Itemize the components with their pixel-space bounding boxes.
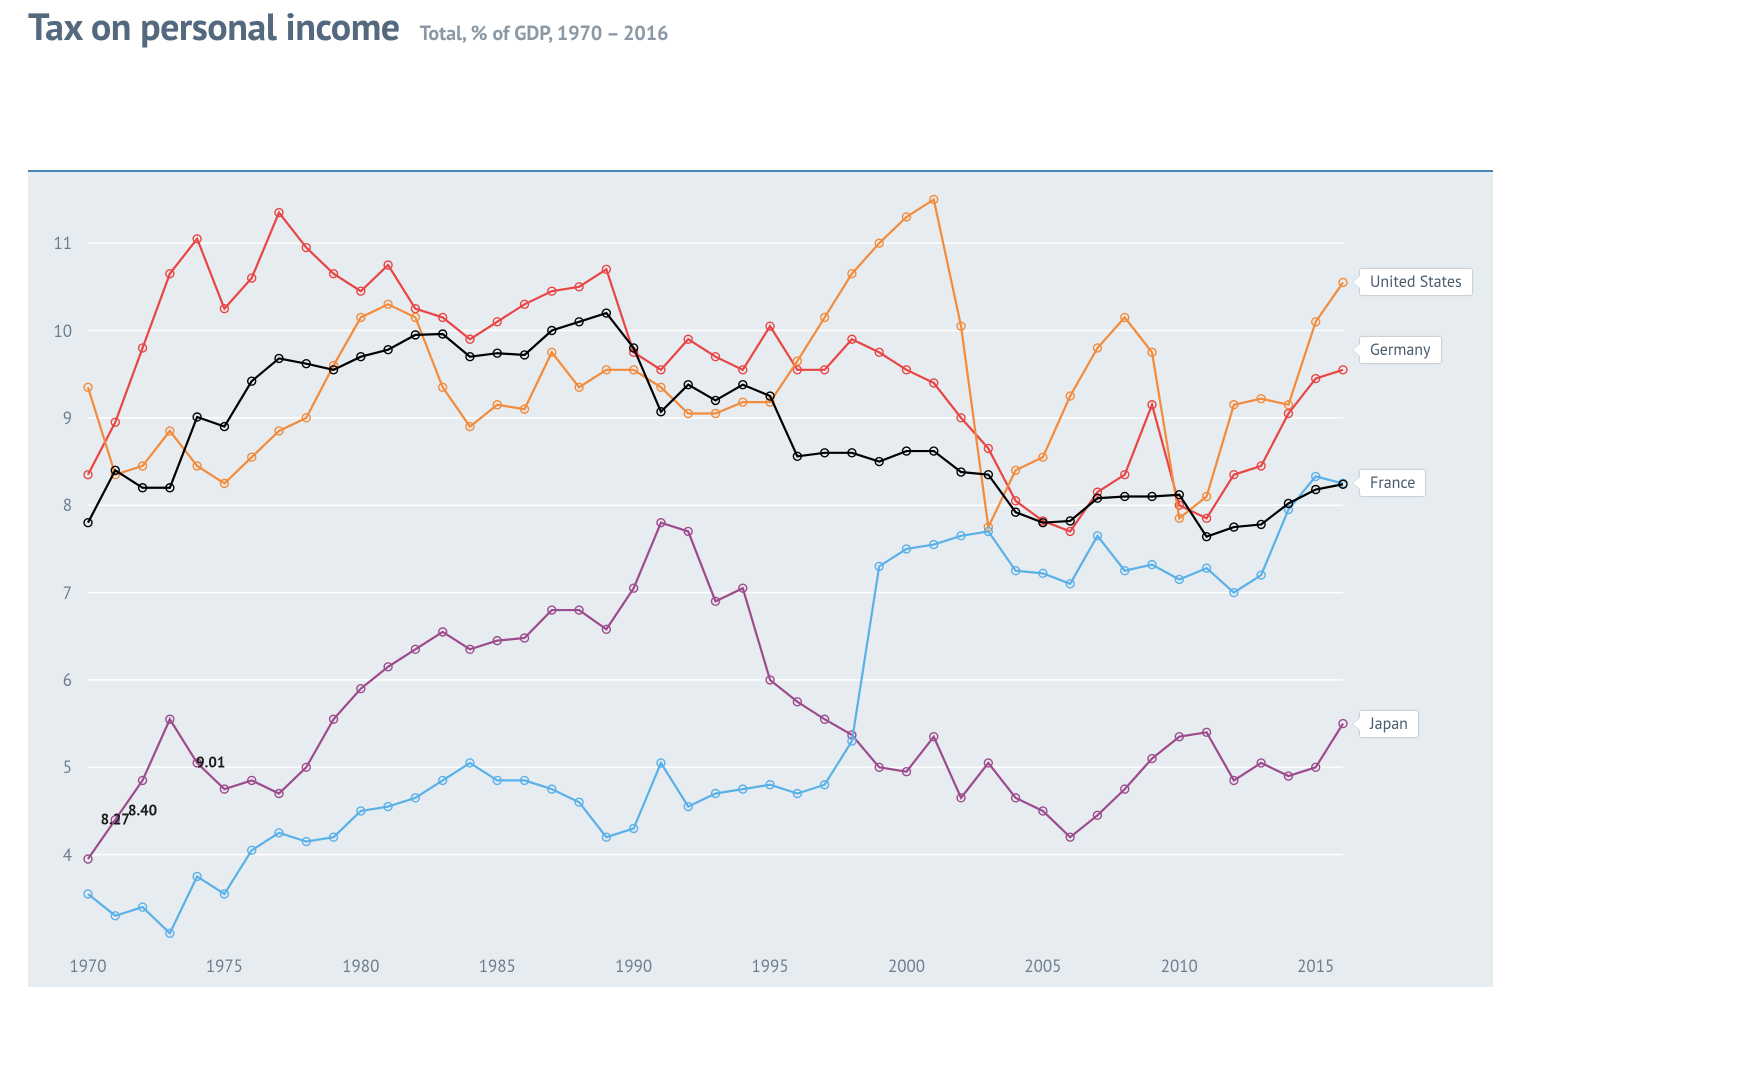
y-tick-label: 9 [63, 407, 72, 429]
series-Germany [84, 209, 1347, 536]
y-tick-label: 8 [63, 494, 72, 516]
x-axis: 1970197519801985199019952000200520102015 [88, 945, 1343, 987]
series-Japan [84, 519, 1347, 863]
x-tick-label: 1985 [479, 955, 516, 977]
x-tick-label: 1975 [206, 955, 243, 977]
page-root: Tax on personal income Total, % of GDP, … [0, 0, 1746, 1068]
series-label-United States: United States [1359, 268, 1473, 296]
y-tick-label: 6 [63, 669, 72, 691]
x-tick-label: 2015 [1297, 955, 1334, 977]
chart-title: Tax on personal income [28, 2, 400, 51]
chart-header: Tax on personal income Total, % of GDP, … [28, 2, 668, 51]
line-chart-svg [88, 182, 1343, 942]
series-label-Germany: Germany [1359, 336, 1442, 364]
plot-inner: 8.408.279.01 GermanyUnited StatesJapanFr… [88, 182, 1343, 942]
series-France [84, 472, 1347, 937]
y-tick-label: 7 [63, 582, 72, 604]
series-label-Japan: Japan [1359, 710, 1419, 738]
x-tick-label: 1970 [69, 955, 106, 977]
x-tick-label: 2005 [1024, 955, 1061, 977]
chart-area: 4 5 6 7 8 9 10 11 8.408.279.01 GermanyUnited St… [28, 170, 1493, 987]
y-tick-label: 10 [53, 320, 72, 342]
y-tick-label: 5 [63, 756, 72, 778]
series-label-France: France [1359, 469, 1426, 497]
x-tick-label: 2000 [888, 955, 925, 977]
y-tick-label: 11 [53, 232, 72, 254]
y-tick-label: 4 [63, 844, 72, 866]
y-axis: 4 5 6 7 8 9 10 11 [28, 182, 86, 942]
x-tick-label: 1980 [342, 955, 379, 977]
x-tick-label: 2010 [1161, 955, 1198, 977]
chart-subtitle: Total, % of GDP, 1970 – 2016 [420, 20, 669, 46]
x-tick-label: 1990 [615, 955, 652, 977]
x-tick-label: 1995 [752, 955, 789, 977]
